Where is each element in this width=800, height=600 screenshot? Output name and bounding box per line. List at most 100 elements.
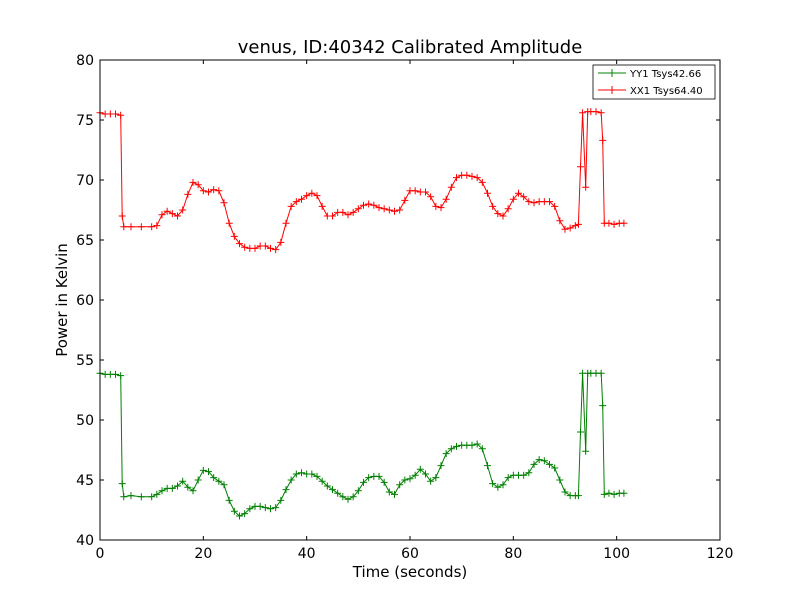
data-point [313, 472, 321, 480]
data-point [174, 212, 181, 220]
y-tick-label: 70 [76, 173, 94, 189]
data-point [318, 477, 326, 485]
data-point [236, 240, 243, 248]
data-point [282, 219, 290, 227]
data-point [205, 468, 212, 476]
y-tick-label: 40 [76, 533, 94, 549]
data-point [370, 201, 378, 209]
data-point [396, 481, 404, 489]
data-point [437, 462, 445, 470]
data-point [509, 195, 517, 203]
data-point [422, 470, 429, 478]
data-point [561, 488, 569, 496]
data-point [599, 402, 607, 410]
data-point [308, 189, 316, 197]
y-tick-label: 50 [76, 413, 94, 429]
data-point [205, 188, 212, 196]
data-point [287, 476, 295, 484]
legend-label-yy1: YY1 Tsys42.66 [629, 69, 701, 80]
data-point [127, 492, 135, 500]
data-point [468, 441, 476, 449]
data-point [120, 493, 128, 501]
data-point [530, 199, 538, 207]
data-point [163, 207, 171, 215]
data-point [401, 476, 409, 484]
data-point [189, 178, 197, 186]
data-point [323, 482, 331, 490]
y-tick-label: 65 [76, 233, 94, 249]
data-point [308, 470, 316, 478]
data-point [577, 428, 584, 436]
data-point [605, 489, 613, 497]
data-point [375, 472, 383, 480]
data-point [380, 205, 388, 213]
data-point [282, 486, 290, 494]
data-point [391, 490, 398, 498]
data-point [148, 223, 156, 231]
data-point [582, 447, 590, 455]
data-point [292, 470, 300, 478]
data-point [610, 490, 618, 498]
data-point [117, 372, 125, 380]
data-point [494, 483, 502, 491]
data-point [551, 464, 559, 472]
data-point [189, 487, 197, 495]
data-point [334, 489, 342, 497]
data-point [620, 219, 628, 227]
data-point [453, 442, 460, 450]
data-point [344, 211, 352, 219]
data-point [365, 200, 373, 208]
legend-label-xx1: XX1 Tsys64.40 [630, 86, 703, 97]
legend: YY1 Tsys42.66 XX1 Tsys64.40 [592, 64, 716, 100]
x-tick-label: 0 [96, 546, 105, 562]
data-point [489, 202, 497, 210]
data-point [251, 244, 259, 252]
data-point [525, 469, 533, 477]
data-point [137, 493, 145, 501]
data-point [427, 193, 435, 201]
data-point [230, 507, 238, 515]
x-tick-label: 120 [707, 546, 734, 562]
series-layer [96, 108, 628, 520]
data-point [184, 190, 192, 198]
tick-layer: 0 20 40 60 80 100 120 40 45 50 55 60 65 70 75 80 [76, 53, 733, 562]
data-point [349, 493, 357, 501]
data-point [406, 475, 414, 483]
x-tick-label: 100 [603, 546, 630, 562]
data-point [261, 504, 269, 512]
data-point [484, 189, 491, 197]
data-point [432, 202, 440, 210]
data-point [230, 232, 238, 240]
data-point [520, 471, 528, 479]
y-tick-label: 60 [76, 293, 94, 309]
data-point [515, 189, 522, 197]
data-point [298, 469, 305, 477]
data-point [210, 474, 218, 482]
data-point [473, 174, 481, 182]
data-point [153, 222, 161, 230]
data-point [168, 210, 176, 218]
data-point [199, 466, 207, 474]
data-point [478, 178, 486, 186]
data-point [318, 202, 326, 210]
y-axis-label: Power in Kelvin [53, 243, 71, 357]
y-tick-label: 80 [76, 53, 94, 69]
data-point [574, 220, 582, 228]
data-point [118, 212, 126, 220]
data-point [577, 163, 584, 171]
data-point [360, 478, 367, 486]
data-point [574, 492, 582, 500]
data-point [525, 198, 533, 206]
data-point [225, 219, 233, 227]
data-point [556, 217, 564, 225]
data-point [194, 181, 202, 189]
data-point [267, 505, 274, 513]
data-point [453, 174, 460, 182]
data-point [391, 207, 398, 215]
data-point [385, 206, 393, 214]
data-point [551, 202, 559, 210]
data-point [168, 484, 176, 492]
data-point [504, 205, 512, 213]
data-point [220, 481, 228, 489]
